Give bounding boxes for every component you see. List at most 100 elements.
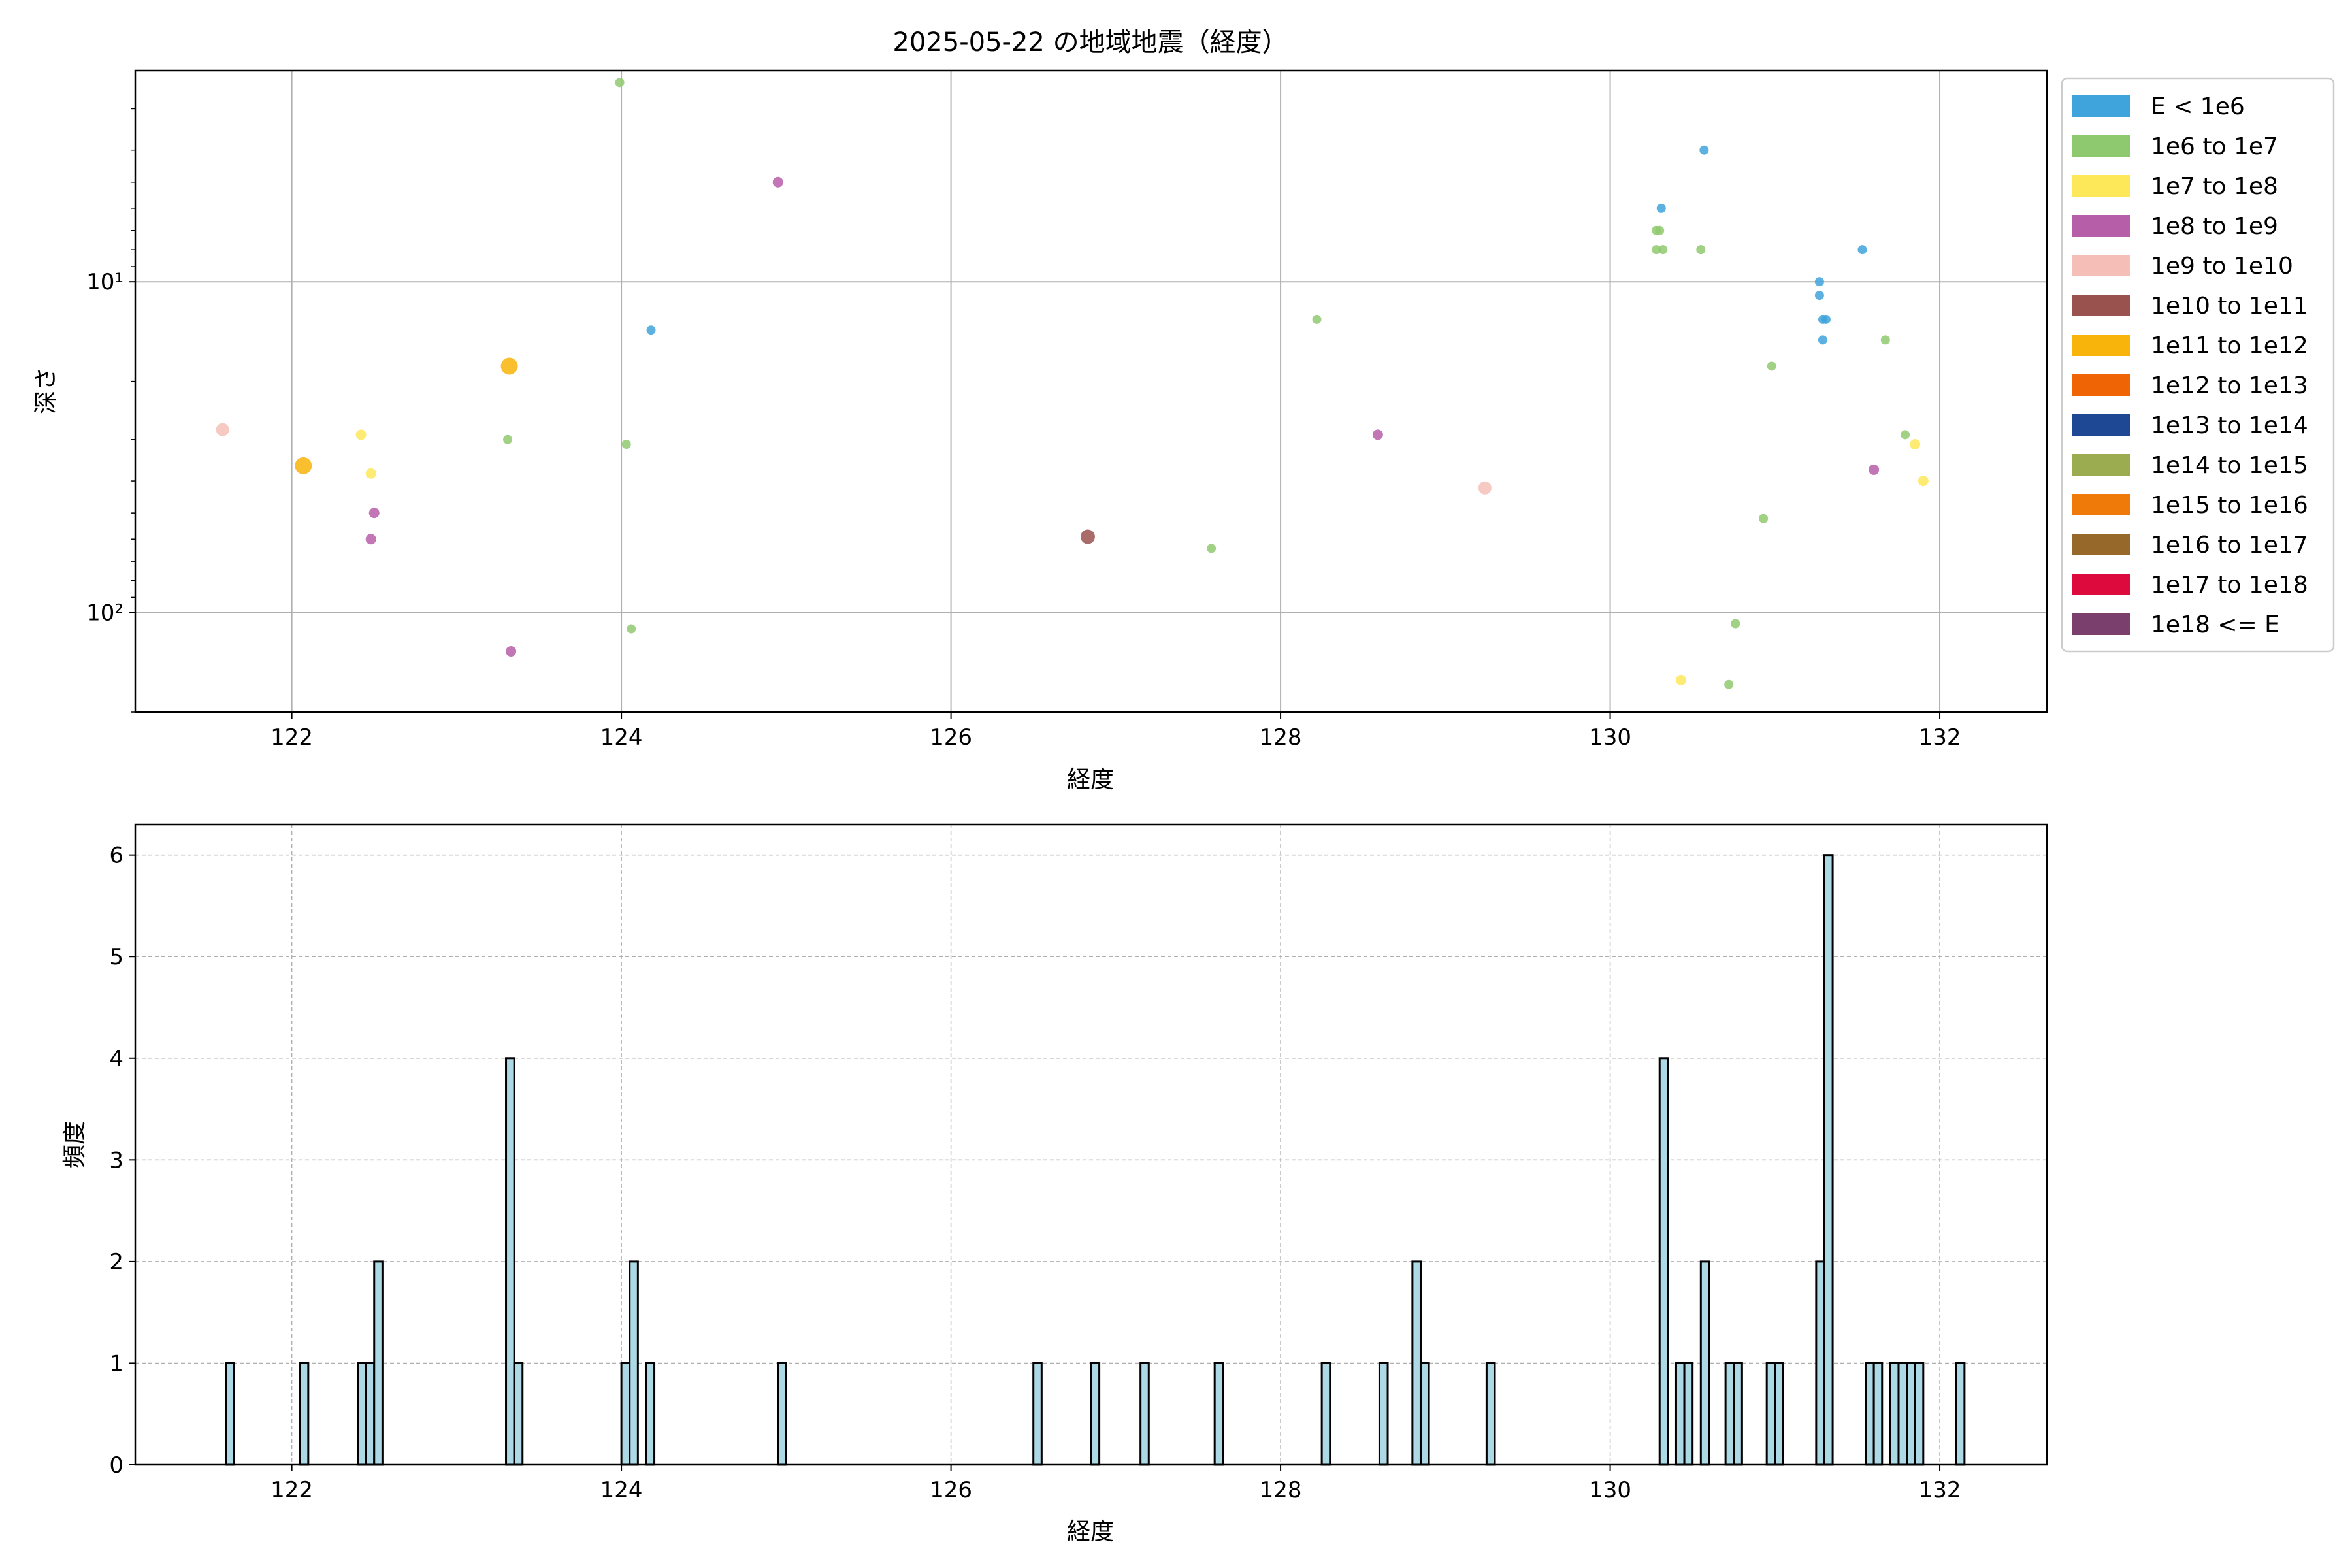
scatter-point [1372, 429, 1383, 440]
scatter-point [1880, 335, 1890, 345]
histogram-bar [1906, 1362, 1916, 1466]
legend-label: 1e9 to 1e10 [2151, 253, 2293, 280]
legend-label: 1e11 to 1e12 [2151, 333, 2308, 359]
scatter-chart: 2025-05-22 の地域地震（経度） 122 124 126 128 130 132 … [33, 27, 2335, 793]
histogram-x-tick-label: 130 [1589, 1477, 1631, 1503]
scatter-point [1312, 314, 1322, 324]
scatter-point [1652, 245, 1661, 255]
scatter-point [1814, 291, 1824, 301]
histogram-bar [1411, 1260, 1422, 1466]
histogram-chart: 122 124 126 128 130 132 0 1 2 3 4 5 6 経度 頻度 [61, 823, 2048, 1545]
histogram-y-tick-label: 6 [109, 843, 123, 869]
scatter-point [1731, 619, 1740, 629]
legend-swatch [2072, 215, 2130, 237]
scatter-x-tick-label: 126 [930, 725, 972, 751]
histogram-bar [620, 1362, 631, 1466]
legend-frame [2061, 77, 2335, 653]
legend-label: 1e14 to 1e15 [2151, 452, 2308, 479]
histogram-bar [1674, 1362, 1686, 1466]
legend-label: 1e10 to 1e11 [2151, 293, 2308, 319]
scatter-point [365, 534, 376, 545]
scatter-x-tick-label: 122 [270, 725, 313, 751]
histogram-y-ticks: 0 1 2 3 4 5 6 [109, 843, 135, 1478]
scatter-point [506, 645, 517, 657]
legend-swatch [2072, 494, 2130, 515]
legend-swatch [2072, 534, 2130, 555]
histogram-bar [1765, 1362, 1776, 1466]
scatter-point [627, 624, 636, 634]
histogram-x-tick-label: 122 [270, 1477, 313, 1503]
scatter-point [1699, 145, 1709, 155]
histogram-bar [299, 1362, 310, 1466]
histogram-bar [1733, 1362, 1743, 1466]
scatter-point [1655, 225, 1665, 235]
scatter-y-ticks: 10¹ 10² [86, 108, 135, 713]
histogram-bar [645, 1362, 656, 1466]
histogram-bar [1320, 1362, 1331, 1466]
histogram-bar [1865, 1362, 1875, 1466]
histogram-bar [1213, 1362, 1224, 1466]
scatter-point [1207, 544, 1217, 553]
legend-swatch [2072, 255, 2130, 276]
legend-swatch [2072, 374, 2130, 396]
scatter-y-axis-label: 深さ [33, 367, 59, 414]
histogram-x-tick-label: 124 [600, 1477, 643, 1503]
scatter-x-ticks: 122 124 126 128 130 132 [270, 712, 1961, 751]
scatter-point [295, 457, 312, 474]
legend-swatch [2072, 95, 2130, 117]
scatter-y-tick-label: 10¹ [86, 269, 123, 295]
histogram-bar [1419, 1362, 1430, 1466]
scatter-point [503, 434, 513, 444]
scatter-point [1818, 335, 1827, 345]
histogram-y-tick-label: 1 [109, 1350, 123, 1377]
scatter-x-tick-label: 128 [1260, 725, 1302, 751]
legend-swatch [2072, 613, 2130, 635]
legend-label: 1e8 to 1e9 [2151, 213, 2278, 240]
histogram-y-tick-label: 2 [109, 1249, 123, 1275]
scatter-point [355, 429, 367, 440]
histogram-y-tick-label: 3 [109, 1147, 123, 1173]
histogram-bar [629, 1260, 639, 1466]
scatter-plot-frame [134, 69, 2048, 713]
histogram-x-ticks: 122 124 126 128 130 132 [270, 1465, 1961, 1503]
legend-label: 1e16 to 1e17 [2151, 532, 2308, 559]
scatter-point [1767, 361, 1776, 371]
histogram-bar [1683, 1362, 1694, 1466]
legend-label: 1e7 to 1e8 [2151, 173, 2278, 200]
histogram-bar [777, 1362, 787, 1466]
legend-label: 1e13 to 1e14 [2151, 412, 2308, 439]
scatter-point [1857, 245, 1867, 255]
histogram-bar [1774, 1362, 1784, 1466]
legend-swatch [2072, 335, 2130, 356]
scatter-point [1478, 481, 1492, 495]
histogram-bar [357, 1362, 367, 1466]
scatter-point [615, 78, 625, 88]
scatter-points [216, 78, 1929, 689]
histogram-bar [1914, 1362, 1925, 1466]
histogram-bar [1823, 854, 1834, 1466]
scatter-point [1869, 464, 1880, 475]
scatter-point [368, 508, 380, 519]
histogram-bar [225, 1362, 235, 1466]
histogram-bar [373, 1260, 384, 1466]
scatter-point [365, 468, 376, 479]
histogram-bar [505, 1057, 515, 1466]
scatter-point [621, 440, 631, 449]
histogram-plot-frame [134, 823, 2048, 1466]
histogram-bar [1872, 1362, 1884, 1466]
histogram-y-tick-label: 5 [109, 944, 123, 970]
histogram-bar [1955, 1362, 1966, 1466]
scatter-x-tick-label: 132 [1919, 725, 1961, 751]
legend-swatch [2072, 414, 2130, 436]
scatter-point [1696, 245, 1706, 255]
legend: E < 1e6 1e6 to 1e7 1e7 to 1e8 1e8 to 1e9 1e9… [2061, 77, 2335, 653]
histogram-x-tick-label: 128 [1260, 1477, 1302, 1503]
histogram-bar [1724, 1362, 1735, 1466]
scatter-x-axis-label: 経度 [1067, 766, 1114, 793]
scatter-x-tick-label: 130 [1589, 725, 1631, 751]
histogram-bar [1378, 1362, 1389, 1466]
legend-label: 1e18 <= E [2151, 612, 2279, 638]
chart-title: 2025-05-22 の地域地震（経度） [892, 27, 1288, 57]
histogram-y-tick-label: 4 [109, 1046, 123, 1072]
